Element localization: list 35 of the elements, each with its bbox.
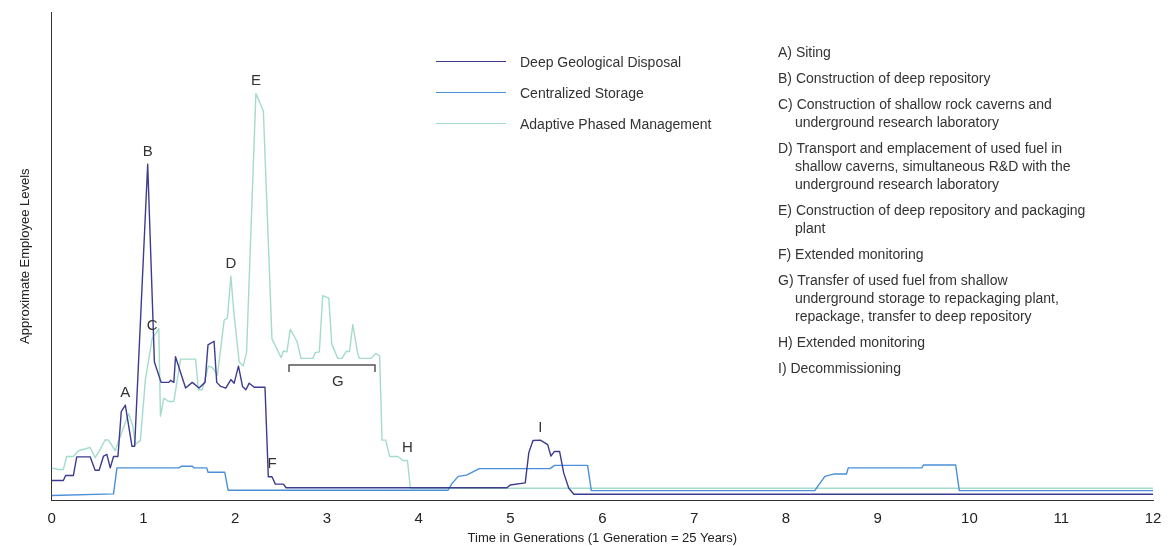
x-tick-label: 10 bbox=[961, 508, 978, 526]
annotation: A bbox=[120, 382, 131, 400]
legend-label: Centralized Storage bbox=[520, 84, 644, 101]
annotation: I bbox=[538, 417, 543, 435]
legend-label: Adaptive Phased Management bbox=[520, 115, 712, 132]
annotation: B bbox=[142, 141, 153, 159]
annotation: G bbox=[331, 372, 344, 389]
text: B) Construction of deep repository bbox=[778, 69, 992, 87]
x-tick-label: 5 bbox=[506, 508, 515, 526]
text: A) Siting bbox=[778, 43, 832, 61]
y-axis-title: Approximate Employee Levels bbox=[17, 167, 33, 344]
annotation: E bbox=[250, 71, 261, 89]
x-tick-label: 12 bbox=[1144, 508, 1162, 526]
annotation: I) Decommissioning bbox=[778, 359, 902, 377]
annotation: H bbox=[402, 438, 413, 456]
x-tick-label: 0 bbox=[47, 508, 56, 526]
x-tick-label: 1 bbox=[139, 508, 148, 526]
annotation: G) Transfer of used fuel from shallow underground storage to repackaging plant, repackage, transfer to deep repository bbox=[778, 271, 1060, 325]
x-tick-label: 7 bbox=[689, 508, 699, 526]
annotation: F bbox=[267, 454, 277, 472]
x-tick-label: 8 bbox=[781, 508, 791, 526]
legend-label: Deep Geological Disposal bbox=[520, 53, 682, 70]
annotation: F) Extended monitoring bbox=[778, 245, 925, 263]
x-axis-title: Time in Generations (1 Generation = 25 Years) bbox=[467, 529, 738, 545]
x-tick-label: 11 bbox=[1053, 508, 1070, 526]
annotation: E) Construction of deep repository and packaging plant bbox=[778, 201, 1087, 237]
x-tick-label: 6 bbox=[598, 508, 607, 526]
x-tick-label: 9 bbox=[873, 508, 882, 526]
x-tick-label: 4 bbox=[414, 508, 423, 526]
annotation: H) Extended monitoring bbox=[778, 333, 927, 351]
annotation: C) Construction of shallow rock caverns and underground research laboratory bbox=[778, 95, 1053, 131]
annotation: D bbox=[225, 253, 237, 271]
x-tick-label: 3 bbox=[322, 508, 332, 526]
x-tick-label: 2 bbox=[230, 508, 240, 526]
annotation: D) Transport and emplacement of used fuel in shallow caverns, simultaneous R&D with the underground research laboratory bbox=[778, 139, 1072, 193]
